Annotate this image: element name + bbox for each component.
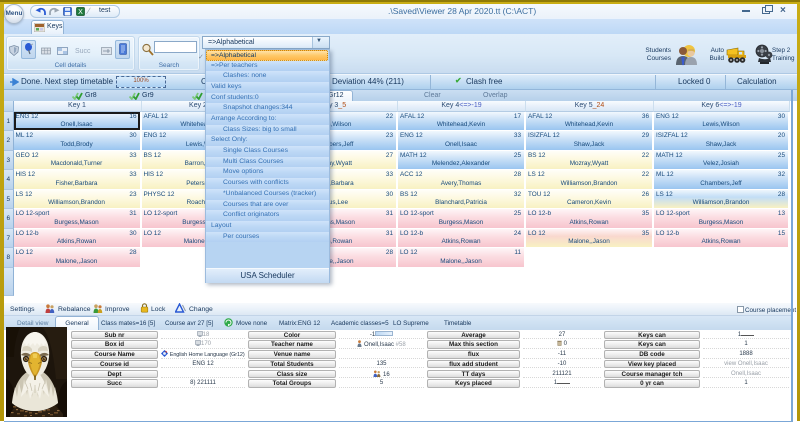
svg-text:X: X [78,9,83,16]
